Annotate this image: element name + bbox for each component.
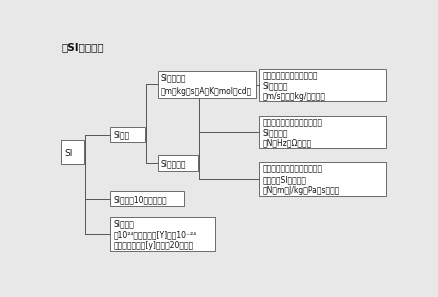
Text: 【SIの構成】: 【SIの構成】	[61, 42, 104, 53]
Text: SI単位: SI単位	[113, 131, 130, 140]
Text: （m，kg，s，A，K，mol，cd）: （m，kg，s，A，K，mol，cd）	[161, 87, 252, 96]
FancyBboxPatch shape	[110, 191, 184, 206]
FancyBboxPatch shape	[110, 127, 145, 143]
FancyBboxPatch shape	[61, 140, 84, 164]
FancyBboxPatch shape	[259, 116, 386, 148]
FancyBboxPatch shape	[259, 69, 386, 101]
Text: 固有の名称を用いて表される: 固有の名称を用いて表される	[263, 164, 323, 173]
Text: （m/s，㎡，kg/㎥など）: （m/s，㎡，kg/㎥など）	[263, 92, 326, 101]
Text: その他のSI組立単位: その他のSI組立単位	[263, 175, 307, 184]
FancyBboxPatch shape	[158, 71, 256, 98]
Text: （10²⁴を表すヨタ[Y]から10⁻²⁴: （10²⁴を表すヨタ[Y]から10⁻²⁴	[113, 230, 197, 239]
Text: SI: SI	[64, 149, 73, 158]
Text: （N，Hz，Ωなど）: （N，Hz，Ωなど）	[263, 139, 312, 148]
Text: SI接続語: SI接続語	[113, 219, 134, 228]
FancyBboxPatch shape	[158, 155, 198, 171]
Text: SI基本単位: SI基本単位	[161, 74, 187, 83]
Text: 基本単位を用いて表される: 基本単位を用いて表される	[263, 71, 318, 80]
Text: 固有の名称を用いて表される: 固有の名称を用いて表される	[263, 118, 323, 127]
Text: を表すヨクト[y]までの20種類）: を表すヨクト[y]までの20種類）	[113, 241, 194, 250]
Text: SI単位の10の整数乗倍: SI単位の10の整数乗倍	[113, 195, 167, 204]
Text: SI組立単位: SI組立単位	[263, 81, 288, 90]
FancyBboxPatch shape	[110, 217, 215, 251]
Text: （N・m，J/kg，Pa・sなど）: （N・m，J/kg，Pa・sなど）	[263, 186, 340, 195]
FancyBboxPatch shape	[259, 162, 386, 196]
Text: SI組立単位: SI組立単位	[263, 128, 288, 137]
Text: SI組立単位: SI組立単位	[161, 159, 187, 168]
